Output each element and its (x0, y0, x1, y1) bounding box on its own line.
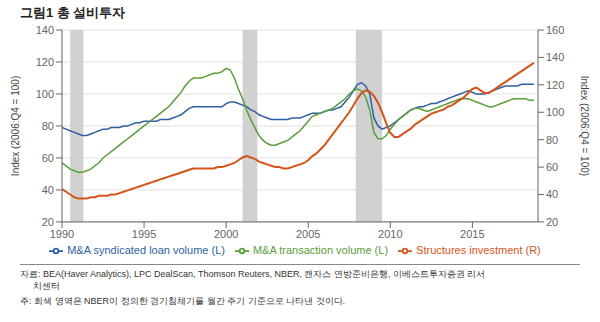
html-text:M&A transaction volume (L): M&A transaction volume (L) (253, 243, 389, 256)
svg-text:160: 160 (546, 24, 564, 36)
svg-text:20: 20 (42, 216, 54, 228)
svg-text:Index (2006:Q4 = 100): Index (2006:Q4 = 100) (10, 76, 21, 176)
svg-text:120: 120 (36, 56, 54, 68)
svg-text:120: 120 (546, 79, 564, 91)
svg-text:1990: 1990 (50, 228, 74, 240)
svg-text:80: 80 (546, 134, 558, 146)
svg-text:2015: 2015 (460, 228, 484, 240)
html-text:M&A syndicated loan volume (L): M&A syndicated loan volume (L) (67, 243, 225, 256)
svg-text:60: 60 (546, 161, 558, 173)
svg-text:80: 80 (42, 120, 54, 132)
svg-text:100: 100 (546, 106, 564, 118)
html-text:그림1 총 설비투자: 그림1 총 설비투자 (20, 5, 126, 20)
svg-text:140: 140 (36, 24, 54, 36)
html-text:자료: BEA(Haver Analytics), LPC: 자료: BEA(Haver Analytics), LPC DealScan, … (20, 269, 486, 291)
svg-text:40: 40 (42, 184, 54, 196)
html-text:Structures investment (R): Structures investment (R) (416, 243, 541, 256)
svg-text:100: 100 (36, 88, 54, 100)
svg-text:40: 40 (546, 188, 558, 200)
svg-text:2005: 2005 (296, 228, 320, 240)
svg-text:140: 140 (546, 51, 564, 63)
svg-text:20: 20 (546, 216, 558, 228)
svg-text:2000: 2000 (214, 228, 238, 240)
svg-text:1995: 1995 (132, 228, 156, 240)
svg-text:60: 60 (42, 152, 54, 164)
svg-text:2010: 2010 (378, 228, 402, 240)
svg-text:Index (2006:Q4 = 100): Index (2006:Q4 = 100) (579, 76, 590, 176)
html-text:주: 회색 영역은 NBER이 정의한 경기침체기를 월간: 주: 회색 영역은 NBER이 정의한 경기침체기를 월간 주기 기준으로 나타… (20, 296, 345, 306)
